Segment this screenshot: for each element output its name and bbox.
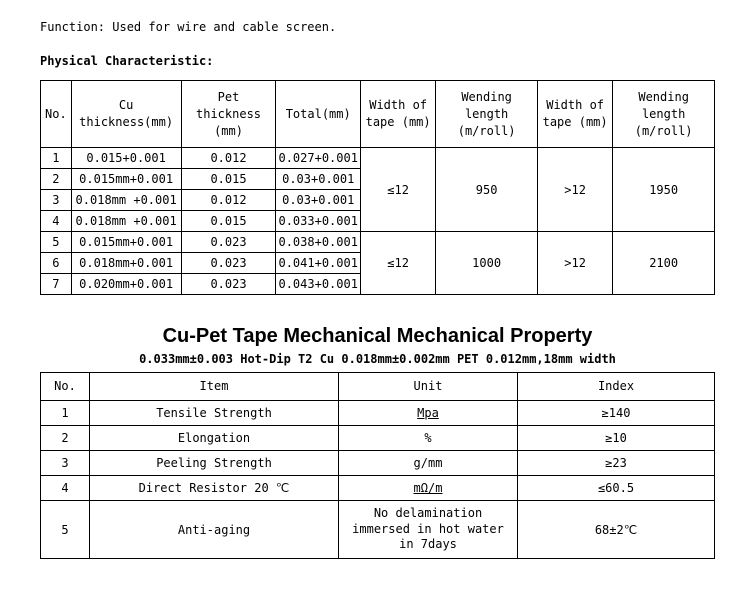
cell-item: Tensile Strength <box>90 401 339 426</box>
cell-no: 5 <box>41 232 72 253</box>
table-row: 1 Tensile Strength Mpa ≥140 <box>41 401 715 426</box>
col-no: No. <box>41 81 72 148</box>
table-row: 1 0.015+0.001 0.012 0.027+0.001 ≤12 950 … <box>41 148 715 169</box>
physical-characteristic-title: Physical Characteristic: <box>40 54 715 68</box>
cell-width1-group1: ≤12 <box>360 148 435 232</box>
col-unit: Unit <box>339 373 518 401</box>
table-header-row: No. Cu thickness(mm) Pet thickness (mm) … <box>41 81 715 148</box>
cell-total: 0.038+0.001 <box>276 232 360 253</box>
cell-index: ≥140 <box>518 401 715 426</box>
cell-item: Direct Resistor 20 ℃ <box>90 476 339 501</box>
col-width-tape-1: Width of tape (mm) <box>360 81 435 148</box>
cell-pet: 0.023 <box>181 253 276 274</box>
col-total: Total(mm) <box>276 81 360 148</box>
cell-cu: 0.015mm+0.001 <box>71 232 181 253</box>
cell-no: 1 <box>41 401 90 426</box>
cell-width2-group1: >12 <box>537 148 612 232</box>
cell-unit: Mpa <box>339 401 518 426</box>
cell-cu: 0.018mm +0.001 <box>71 211 181 232</box>
cell-total: 0.043+0.001 <box>276 274 360 295</box>
cell-pet: 0.023 <box>181 274 276 295</box>
cell-no: 3 <box>41 451 90 476</box>
cell-no: 2 <box>41 169 72 190</box>
table-row: 5 Anti-aging No delamination immersed in… <box>41 501 715 559</box>
cell-no: 5 <box>41 501 90 559</box>
col-pet-thickness: Pet thickness (mm) <box>181 81 276 148</box>
cell-no: 2 <box>41 426 90 451</box>
cell-item: Elongation <box>90 426 339 451</box>
cell-no: 6 <box>41 253 72 274</box>
cell-item: Peeling Strength <box>90 451 339 476</box>
mechanical-property-title: Cu-Pet Tape Mechanical Mechanical Proper… <box>40 325 715 348</box>
cell-total: 0.041+0.001 <box>276 253 360 274</box>
cell-total: 0.027+0.001 <box>276 148 360 169</box>
mechanical-property-subtitle: 0.033mm±0.003 Hot-Dip T2 Cu 0.018mm±0.00… <box>40 352 715 366</box>
col-width-tape-2: Width of tape (mm) <box>537 81 612 148</box>
table-row: 3 Peeling Strength g/mm ≥23 <box>41 451 715 476</box>
cell-unit: mΩ/m <box>339 476 518 501</box>
col-cu-thickness: Cu thickness(mm) <box>71 81 181 148</box>
table-row: 5 0.015mm+0.001 0.023 0.038+0.001 ≤12 10… <box>41 232 715 253</box>
col-wending-length-1: Wending length (m/roll) <box>436 81 538 148</box>
col-wending-length-2: Wending length (m/roll) <box>613 81 715 148</box>
cell-pet: 0.023 <box>181 232 276 253</box>
cell-index: ≥10 <box>518 426 715 451</box>
cell-index: 68±2℃ <box>518 501 715 559</box>
table-row: 2 Elongation % ≥10 <box>41 426 715 451</box>
cell-total: 0.03+0.001 <box>276 169 360 190</box>
cell-cu: 0.015mm+0.001 <box>71 169 181 190</box>
cell-pet: 0.012 <box>181 190 276 211</box>
cell-unit: No delamination immersed in hot water in… <box>339 501 518 559</box>
cell-pet: 0.015 <box>181 211 276 232</box>
col-index: Index <box>518 373 715 401</box>
cell-cu: 0.018mm+0.001 <box>71 253 181 274</box>
cell-no: 7 <box>41 274 72 295</box>
mechanical-property-table: No. Item Unit Index 1 Tensile Strength M… <box>40 372 715 559</box>
cell-width2-group2: >12 <box>537 232 612 295</box>
cell-unit: % <box>339 426 518 451</box>
cell-width1-group2: ≤12 <box>360 232 435 295</box>
table-header-row: No. Item Unit Index <box>41 373 715 401</box>
cell-wend1-group2: 1000 <box>436 232 538 295</box>
cell-cu: 0.018mm +0.001 <box>71 190 181 211</box>
col-item: Item <box>90 373 339 401</box>
col-no: No. <box>41 373 90 401</box>
cell-cu: 0.015+0.001 <box>71 148 181 169</box>
cell-total: 0.033+0.001 <box>276 211 360 232</box>
cell-item: Anti-aging <box>90 501 339 559</box>
cell-wend2-group2: 2100 <box>613 232 715 295</box>
cell-cu: 0.020mm+0.001 <box>71 274 181 295</box>
cell-index: ≥23 <box>518 451 715 476</box>
cell-total: 0.03+0.001 <box>276 190 360 211</box>
cell-unit: g/mm <box>339 451 518 476</box>
physical-characteristic-table: No. Cu thickness(mm) Pet thickness (mm) … <box>40 80 715 295</box>
table-row: 4 Direct Resistor 20 ℃ mΩ/m ≤60.5 <box>41 476 715 501</box>
function-text: Function: Used for wire and cable screen… <box>40 20 715 34</box>
cell-wend1-group1: 950 <box>436 148 538 232</box>
cell-no: 1 <box>41 148 72 169</box>
cell-no: 4 <box>41 476 90 501</box>
cell-no: 4 <box>41 211 72 232</box>
cell-wend2-group1: 1950 <box>613 148 715 232</box>
cell-pet: 0.012 <box>181 148 276 169</box>
cell-no: 3 <box>41 190 72 211</box>
cell-pet: 0.015 <box>181 169 276 190</box>
cell-index: ≤60.5 <box>518 476 715 501</box>
